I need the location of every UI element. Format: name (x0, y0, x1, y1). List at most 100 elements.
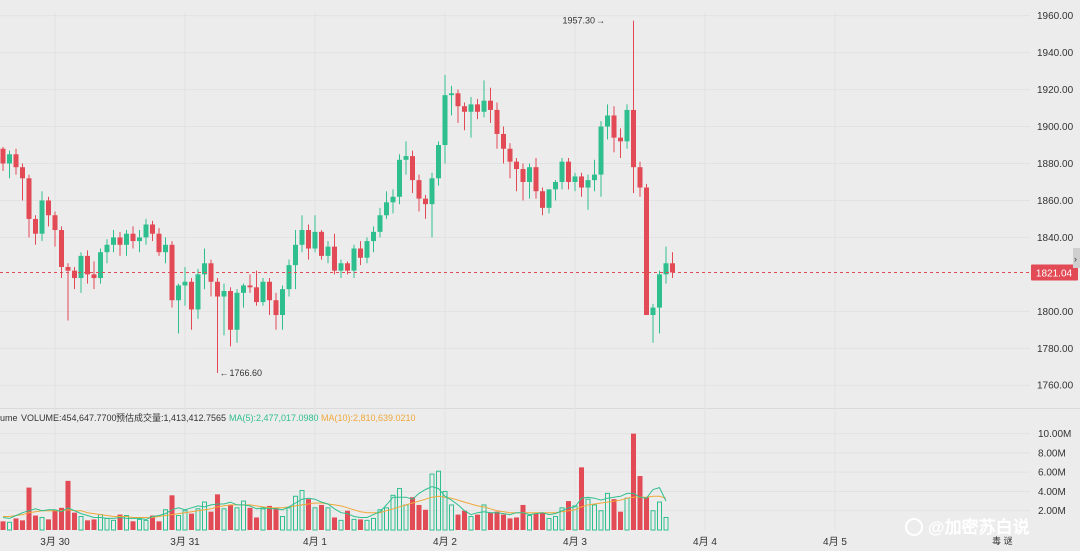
candle-body[interactable] (85, 255, 90, 275)
chevron-right-icon[interactable]: › (1074, 254, 1077, 264)
volume-bar[interactable] (598, 510, 604, 531)
candle-body[interactable] (572, 176, 578, 182)
candle-body[interactable] (221, 290, 227, 297)
candle-body[interactable] (260, 281, 266, 303)
volume-bar[interactable] (221, 508, 227, 531)
volume-bar[interactable] (332, 517, 337, 530)
volume-bar[interactable] (605, 492, 610, 531)
candle-body[interactable] (7, 154, 12, 164)
volume-bar[interactable] (202, 501, 207, 531)
volume-bar[interactable] (52, 509, 58, 530)
candle-body[interactable] (429, 178, 435, 205)
volume-bar[interactable] (195, 508, 201, 531)
candle-body[interactable] (488, 100, 493, 110)
volume-bar[interactable] (377, 509, 383, 531)
volume-bar[interactable] (241, 500, 246, 531)
volume-bar[interactable] (436, 470, 441, 531)
candle-body[interactable] (397, 159, 402, 197)
volume-bar[interactable] (65, 480, 71, 530)
candle-body[interactable] (384, 202, 389, 216)
candle-body[interactable] (390, 196, 396, 203)
candle-body[interactable] (280, 289, 285, 316)
candle-body[interactable] (273, 300, 279, 316)
volume-bar[interactable] (208, 511, 214, 530)
candle-body[interactable] (364, 241, 370, 258)
candle-body[interactable] (169, 244, 175, 301)
candle-body[interactable] (13, 154, 19, 168)
volume-bar[interactable] (117, 514, 123, 530)
candle-body[interactable] (514, 161, 519, 170)
candle-body[interactable] (468, 104, 474, 112)
volume-bar[interactable] (26, 487, 32, 530)
candle-body[interactable] (436, 145, 441, 179)
candle-body[interactable] (546, 189, 552, 208)
volume-bar[interactable] (507, 518, 513, 530)
candle-body[interactable] (98, 252, 103, 279)
candle-body[interactable] (618, 137, 623, 142)
candle-body[interactable] (345, 263, 350, 271)
volume-bar[interactable] (13, 518, 19, 530)
candle-body[interactable] (416, 180, 422, 199)
candle-body[interactable] (624, 109, 630, 142)
candle-body[interactable] (657, 274, 662, 308)
candle-body[interactable] (254, 287, 259, 303)
volume-bar[interactable] (663, 516, 669, 531)
volume-bar[interactable] (156, 521, 162, 530)
volume-bar[interactable] (215, 494, 220, 530)
volume-bar[interactable] (20, 520, 25, 530)
candle-body[interactable] (605, 115, 610, 127)
candle-body[interactable] (39, 200, 45, 234)
volume-bar[interactable] (85, 520, 90, 530)
volume-bar[interactable] (566, 501, 571, 530)
volume-bar[interactable] (540, 512, 545, 530)
candle-body[interactable] (78, 255, 84, 279)
candle-body[interactable] (611, 115, 617, 138)
volume-bar[interactable] (494, 511, 500, 530)
candle-body[interactable] (501, 133, 506, 149)
candle-body[interactable] (293, 244, 298, 266)
candle-body[interactable] (111, 237, 116, 245)
candle-body[interactable] (234, 292, 240, 330)
candle-body[interactable] (449, 93, 454, 96)
candle-body[interactable] (650, 307, 656, 316)
volume-bar[interactable] (455, 514, 461, 530)
candle-body[interactable] (163, 244, 168, 253)
candle-body[interactable] (189, 281, 194, 310)
candle-body[interactable] (403, 156, 409, 160)
volume-bar[interactable] (429, 473, 435, 531)
volume-bar[interactable] (312, 507, 318, 531)
volume-bar[interactable] (637, 476, 643, 530)
candle-body[interactable] (377, 215, 383, 232)
volume-bar[interactable] (364, 519, 370, 531)
volume-bar[interactable] (273, 507, 279, 530)
candle-body[interactable] (494, 109, 500, 134)
volume-bar[interactable] (254, 517, 259, 530)
volume-bar[interactable] (384, 507, 389, 531)
candle-body[interactable] (585, 180, 591, 188)
volume-bar[interactable] (293, 495, 298, 531)
volume-bar[interactable] (46, 519, 51, 530)
candle-body[interactable] (26, 178, 32, 219)
candle-body[interactable] (46, 200, 51, 216)
candle-body[interactable] (150, 224, 155, 234)
volume-bar[interactable] (585, 498, 591, 531)
volume-bar[interactable] (78, 516, 84, 531)
volume-bar[interactable] (0, 521, 6, 530)
volume-bar[interactable] (533, 513, 539, 530)
candle-body[interactable] (455, 93, 461, 107)
candle-body[interactable] (338, 263, 344, 271)
volume-bar[interactable] (260, 508, 266, 531)
candle-body[interactable] (579, 176, 584, 188)
volume-bar[interactable] (345, 510, 350, 530)
candle-body[interactable] (332, 246, 337, 271)
volume-bar[interactable] (475, 514, 480, 530)
volume-bar[interactable] (176, 515, 181, 531)
candle-body[interactable] (631, 109, 636, 168)
candle-body[interactable] (247, 285, 253, 288)
candle-body[interactable] (312, 231, 318, 249)
volume-bar[interactable] (351, 518, 357, 531)
candle-body[interactable] (423, 198, 428, 205)
candle-body[interactable] (65, 266, 71, 271)
candle-body[interactable] (33, 218, 38, 234)
